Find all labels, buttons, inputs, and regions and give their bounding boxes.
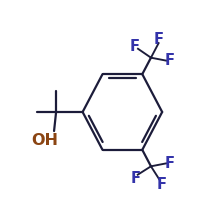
Text: F: F xyxy=(157,177,167,192)
Text: F: F xyxy=(154,32,164,47)
Text: F: F xyxy=(165,53,175,68)
Text: F: F xyxy=(130,171,140,186)
Text: OH: OH xyxy=(31,133,58,147)
Text: F: F xyxy=(129,39,139,54)
Text: F: F xyxy=(165,156,175,171)
